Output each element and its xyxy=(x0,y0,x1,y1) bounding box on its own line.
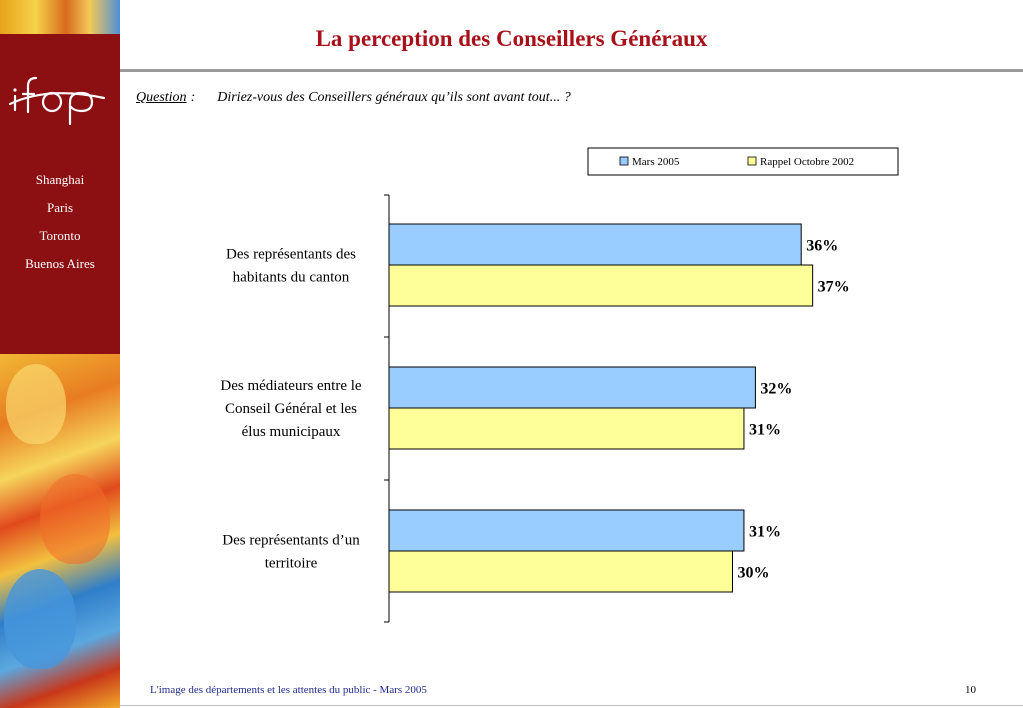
data-label: 37% xyxy=(818,279,850,296)
question-text: Diriez-vous des Conseillers généraux qu’… xyxy=(217,90,571,105)
ifop-logo xyxy=(8,76,106,126)
footer-divider xyxy=(120,705,1023,706)
category-label: Conseil Général et les xyxy=(225,401,357,417)
category-label: territoire xyxy=(265,556,318,572)
bar-mars-2005 xyxy=(388,223,802,266)
legend-box xyxy=(587,147,899,176)
data-label: 31% xyxy=(749,422,781,439)
legend-swatch xyxy=(747,156,757,166)
title-divider xyxy=(120,69,1023,72)
statue-face-decoration xyxy=(4,569,76,669)
city-shanghai: Shanghai xyxy=(35,172,85,187)
sidebar-artwork-bottom xyxy=(0,354,120,708)
bar-mars-2005 xyxy=(388,366,756,409)
data-label: 32% xyxy=(760,381,792,398)
legend-entry: Rappel Octobre 2002 xyxy=(760,156,854,168)
page-title: La perception des Conseillers Généraux xyxy=(315,26,708,51)
city-list: Shanghai Paris Toronto Buenos Aires xyxy=(0,172,120,284)
data-label: 31% xyxy=(749,524,781,541)
question-label: Question xyxy=(136,90,187,105)
city-paris: Paris xyxy=(47,200,73,215)
statue-face-decoration xyxy=(6,364,66,444)
bar-mars-2005 xyxy=(388,509,745,552)
bar-octobre-2002 xyxy=(388,264,814,307)
survey-question: Question: Diriez-vous des Conseillers gén… xyxy=(136,90,571,106)
bar-octobre-2002 xyxy=(388,550,733,593)
bar-octobre-2002 xyxy=(388,407,745,450)
category-label: Des médiateurs entre le xyxy=(220,378,362,394)
city-buenos-aires: Buenos Aires xyxy=(25,256,95,271)
statue-face-decoration xyxy=(40,474,110,564)
category-label: Des représentants des xyxy=(226,247,356,263)
sidebar-brand-panel xyxy=(0,34,120,354)
city-toronto: Toronto xyxy=(39,228,81,243)
category-label: habitants du canton xyxy=(233,270,350,286)
question-separator: : xyxy=(190,90,196,105)
sidebar: Shanghai Paris Toronto Buenos Aires xyxy=(0,0,120,708)
data-label: 36% xyxy=(806,238,838,255)
legend-entry: Mars 2005 xyxy=(632,156,680,168)
data-label: 30% xyxy=(738,565,770,582)
category-label: élus municipaux xyxy=(242,424,341,440)
legend-swatch xyxy=(619,156,629,166)
page-number: 10 xyxy=(965,684,976,696)
sidebar-artwork-top xyxy=(0,0,120,34)
category-label: Des représentants d’un xyxy=(222,533,360,549)
footer-text: L'image des départements et les attentes… xyxy=(150,684,427,696)
